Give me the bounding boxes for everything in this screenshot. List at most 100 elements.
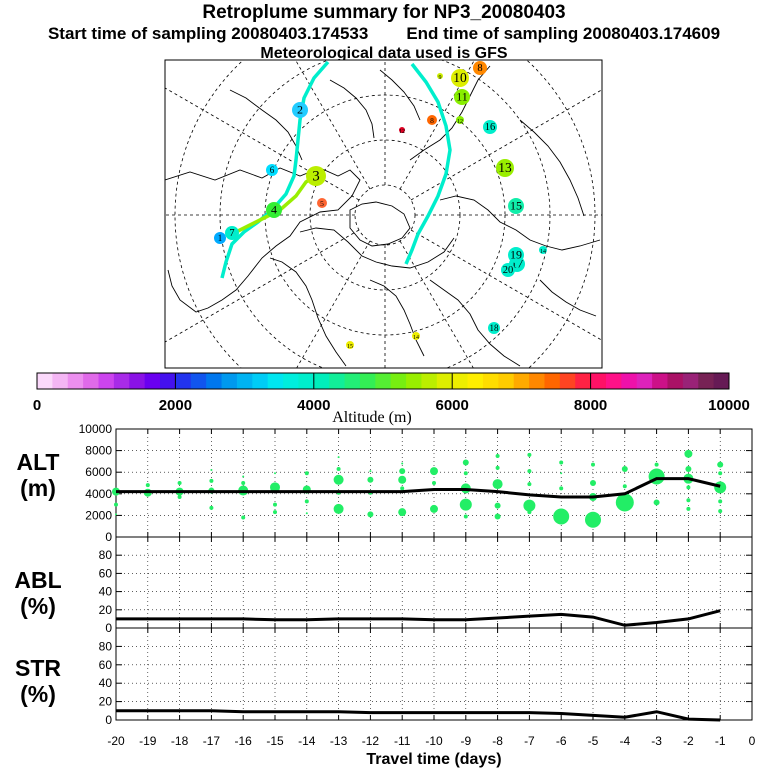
cluster-label: 1: [218, 233, 223, 243]
colorbar-swatch: [575, 373, 592, 389]
meridian-line: [410, 229, 602, 341]
colorbar-swatch: [406, 373, 422, 389]
alt-point: [495, 465, 500, 470]
alt-point: [367, 476, 374, 483]
alt-point: [274, 472, 276, 475]
alt-point: [527, 482, 532, 487]
cluster-label: 2: [297, 103, 303, 117]
cluster-marker: [399, 127, 405, 133]
alt-point: [401, 462, 404, 465]
alt-point: [495, 454, 500, 458]
y-tick-label: 6000: [85, 465, 112, 479]
colorbar-swatch: [344, 373, 361, 389]
x-tick-label: -2: [683, 734, 694, 748]
abl_panel-line: [116, 609, 721, 627]
altitude-colorbar: 0 2000 4000 6000 8000 10000: [33, 372, 750, 414]
colorbar-swatch: [682, 373, 699, 389]
colorbar-swatch: [144, 373, 161, 389]
panel-frame: [115, 627, 753, 721]
alt-point: [686, 485, 691, 490]
x-tick-label: -3: [651, 734, 662, 748]
x-tick-label: -9: [460, 734, 471, 748]
cluster-marker: [454, 89, 470, 105]
cluster-label: 20: [503, 265, 514, 276]
plume-path-cyan: [220, 60, 330, 279]
alt-point: [177, 495, 182, 500]
alt-point: [367, 511, 374, 518]
start-time-label: Start time of sampling 20080403.174533: [47, 24, 369, 43]
y-tick-label: 0: [105, 530, 112, 544]
x-tick-label: -7: [524, 734, 535, 748]
y-tick-label: 8000: [85, 444, 112, 458]
cluster-marker: [346, 341, 354, 349]
cluster-label: 4: [271, 203, 277, 217]
meridian-line: [165, 87, 360, 201]
colorbar-swatch: [590, 373, 607, 389]
alt-point: [210, 469, 213, 472]
alt-point: [463, 514, 468, 519]
met-data-label: Meteorological data used is GFS: [260, 45, 508, 62]
alt-point: [654, 462, 659, 467]
str_panel-line: [116, 709, 721, 722]
colorbar-swatch: [667, 373, 684, 389]
coastline: [299, 227, 455, 269]
x-tick-label: 0: [749, 734, 756, 748]
colorbar-swatch: [390, 373, 407, 389]
alt-point: [492, 479, 503, 490]
cluster-label: 10: [453, 70, 467, 85]
panel-label-line: ALT: [16, 449, 59, 475]
colorbar-swatch: [98, 373, 115, 389]
alt-point: [553, 508, 570, 525]
colorbar-swatch: [267, 373, 284, 389]
cluster-label: 5: [320, 199, 324, 208]
alt-point: [432, 481, 436, 485]
colorbar-swatch: [252, 373, 269, 389]
x-tick-label: -8: [492, 734, 503, 748]
alt-point: [333, 503, 344, 514]
cluster-marker: [214, 232, 226, 244]
colorbar-tick-label: 0: [33, 397, 41, 414]
cluster-marker: [292, 102, 308, 118]
x-axis-label: Travel time (days): [366, 751, 501, 768]
colorbar-swatch: [698, 373, 715, 389]
panel-label-line: (%): [20, 593, 56, 619]
coastline: [329, 79, 375, 139]
panel-label: ALT (m): [16, 449, 59, 501]
colorbar-swatch: [559, 373, 576, 389]
alt-point: [459, 498, 472, 511]
alt-point: [177, 481, 182, 485]
cluster-marker: [488, 322, 500, 334]
cluster-label: 6: [270, 165, 275, 175]
panel-label: STR (%): [15, 655, 61, 707]
alt-point: [369, 470, 372, 473]
alt-point: [273, 510, 277, 515]
cluster-label: 15: [347, 344, 353, 350]
meridian-line: [399, 60, 475, 190]
meridian-line: [296, 240, 371, 368]
colorbar-swatch: [621, 373, 638, 389]
cluster-label: 8: [430, 116, 434, 125]
colorbar-swatch: [52, 373, 69, 389]
alt-point: [242, 475, 245, 478]
x-tick-label: -10: [425, 734, 443, 748]
x-tick-label: -4: [619, 734, 630, 748]
colorbar-tick-label: 8000: [574, 397, 607, 414]
coastline: [429, 279, 521, 367]
alt-point: [615, 493, 634, 512]
cluster-marker: [508, 198, 524, 214]
panel-label-line: ABL: [14, 567, 61, 593]
alt-point: [209, 478, 214, 483]
cluster-marker: [483, 120, 497, 134]
colorbar-swatch: [467, 373, 484, 389]
x-tick-label: -20: [107, 734, 125, 748]
alt-point: [337, 456, 340, 459]
colorbar-swatch: [37, 373, 53, 389]
colorbar-swatch: [175, 373, 192, 389]
meridian-line: [165, 229, 360, 343]
cluster-marker: [437, 73, 443, 79]
colorbar-tick-label: 4000: [297, 397, 330, 414]
colorbar-border: [36, 372, 730, 390]
panel-label-line: STR: [15, 655, 61, 681]
alt-point: [270, 482, 280, 493]
